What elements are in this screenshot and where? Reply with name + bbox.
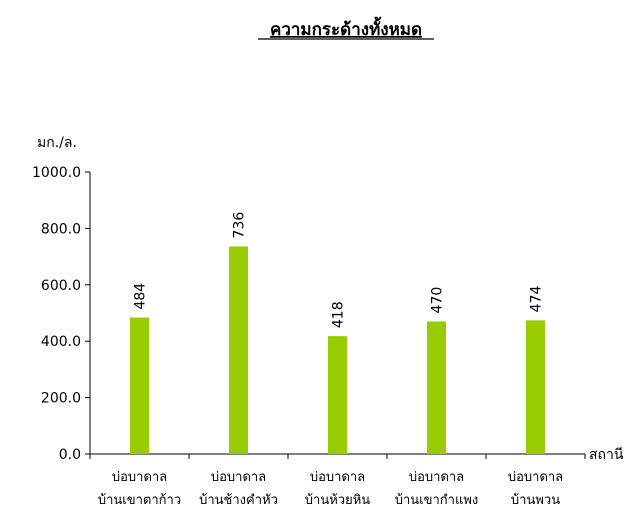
y-axis-label: มก./ล. bbox=[37, 135, 77, 151]
chart-title: ความกระด้างทั้งหมด bbox=[270, 16, 422, 40]
bar bbox=[229, 246, 248, 454]
value-labels: 484 736 418 470 474 bbox=[133, 212, 545, 328]
bar-value-label: 736 bbox=[232, 212, 248, 239]
bar bbox=[328, 336, 347, 454]
y-tick-label: 200.0 bbox=[41, 391, 81, 407]
y-tick-label: 600.0 bbox=[41, 278, 81, 294]
x-axis-label: สถานี bbox=[589, 447, 624, 463]
bar-value-label: 470 bbox=[430, 287, 446, 314]
y-tick-label: 400.0 bbox=[41, 334, 81, 350]
y-tick-label: 0.0 bbox=[59, 447, 81, 463]
category-label: บ่อบาดาล bbox=[112, 470, 167, 485]
bar-value-label: 474 bbox=[529, 286, 545, 313]
bars bbox=[130, 246, 545, 454]
category-label: บ่อบาดาล bbox=[310, 470, 365, 485]
bar-value-label: 484 bbox=[133, 283, 149, 310]
category-label: บ้านห้วยหิน bbox=[305, 493, 370, 508]
category-label: บ้านเขากำแพง bbox=[395, 493, 479, 508]
y-tick-label: 800.0 bbox=[41, 221, 81, 237]
bar bbox=[526, 320, 545, 454]
bar bbox=[130, 317, 149, 454]
category-label: บ้านพวน bbox=[511, 493, 560, 508]
category-label: บ่อบาดาล bbox=[508, 470, 563, 485]
y-ticks: 0.0 200.0 400.0 600.0 800.0 1000.0 bbox=[32, 165, 90, 463]
bar bbox=[427, 321, 446, 454]
category-label: บ้านช้างคำหัว bbox=[199, 493, 278, 508]
bar-value-label: 418 bbox=[331, 301, 347, 328]
y-tick-label: 1000.0 bbox=[32, 165, 81, 181]
category-label: บ่อบาดาล bbox=[211, 470, 266, 485]
category-label: บ้านเขาตาก้าว bbox=[98, 493, 181, 508]
x-ticks bbox=[89, 454, 586, 459]
category-label: บ่อบาดาล bbox=[409, 470, 464, 485]
